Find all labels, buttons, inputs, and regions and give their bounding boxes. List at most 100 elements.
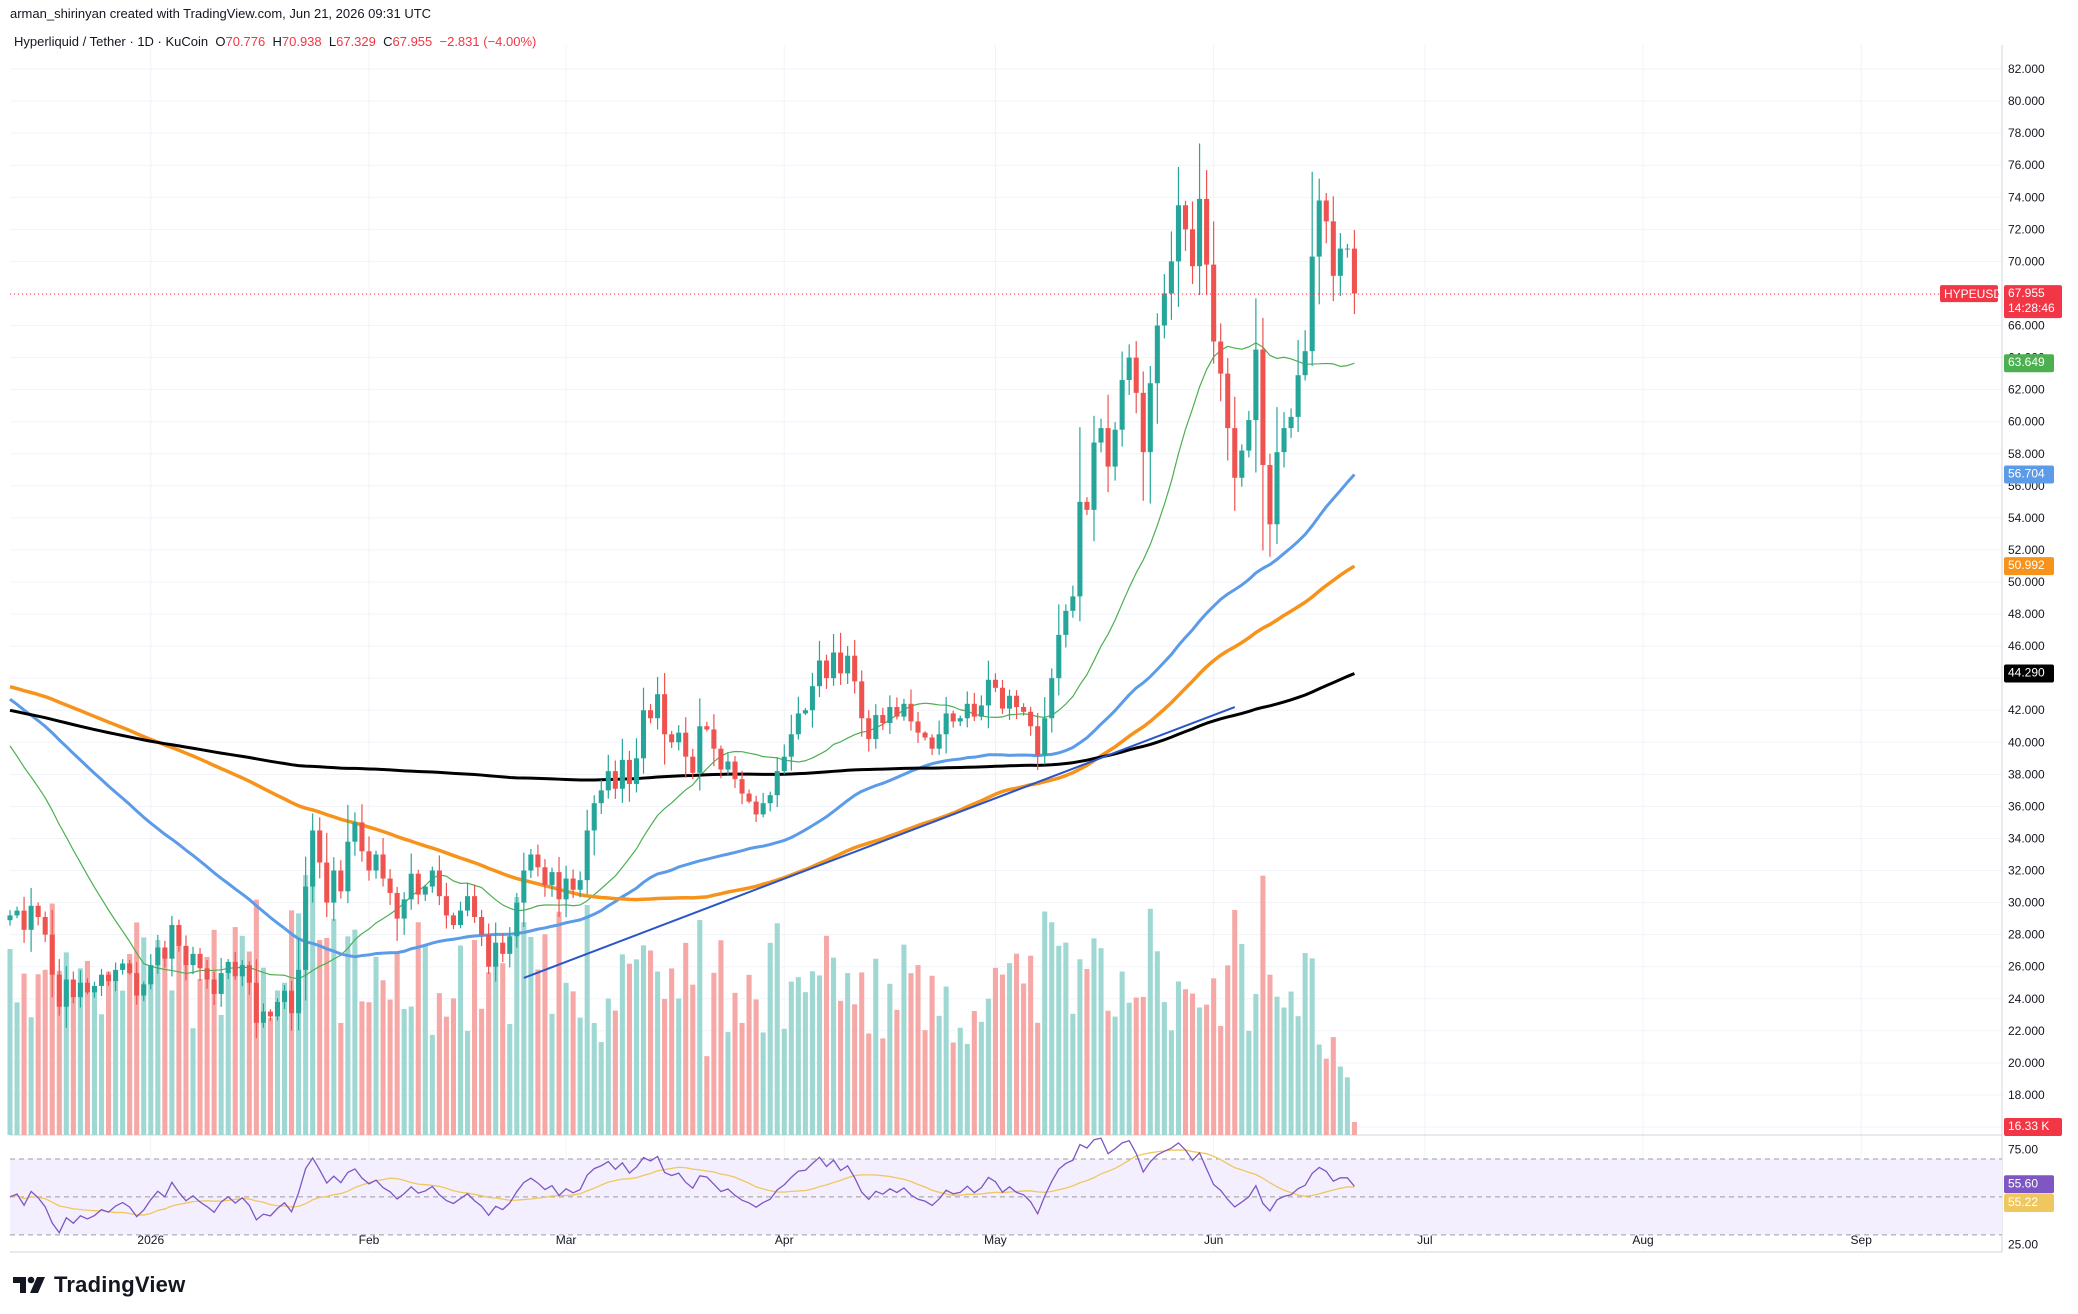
candle-body (964, 703, 970, 719)
volume-bar (690, 984, 696, 1135)
candle-body (1098, 428, 1104, 443)
time-tick-label: Feb (359, 1233, 380, 1247)
candle-body (894, 707, 900, 717)
candle-body (1274, 452, 1280, 525)
candle-body (21, 910, 27, 930)
volume-bar (1098, 948, 1104, 1135)
volume-bar (303, 875, 309, 1135)
candle-body (838, 652, 844, 674)
tradingview-logo-text: TradingView (54, 1272, 186, 1297)
candle-body (190, 953, 196, 966)
volume-bar (98, 1014, 105, 1135)
candle-body (373, 854, 379, 871)
candle-body (1091, 442, 1097, 510)
time-tick-label: Jul (1417, 1233, 1432, 1247)
candle-body (760, 803, 766, 815)
volume-bar (725, 1032, 731, 1135)
trendline[interactable] (523, 706, 1236, 979)
candle-body (1175, 205, 1181, 262)
volume-bars (7, 875, 1357, 1135)
volume-bar (823, 935, 830, 1135)
candle-body (84, 982, 90, 993)
candle-body (28, 905, 34, 930)
volume-bar (317, 940, 323, 1135)
candle-body (676, 732, 682, 743)
volume-bar (1084, 969, 1090, 1135)
candle-body (1006, 695, 1013, 709)
candle-body (711, 729, 717, 749)
candle-body (239, 965, 245, 977)
price-tick-label: 58.000 (2008, 447, 2045, 461)
time-tick-label: May (984, 1233, 1007, 1247)
candle-body (823, 660, 830, 679)
volume-bar (838, 1000, 844, 1135)
chart-credit: arman_shirinyan created with TradingView… (10, 6, 432, 21)
volume-bar (584, 905, 590, 1135)
volume-bar (28, 1017, 34, 1135)
volume-bar (1232, 909, 1238, 1135)
candle-body (91, 985, 98, 993)
candle-body (450, 915, 456, 926)
candle-body (1049, 678, 1055, 719)
candle-body (324, 862, 330, 903)
candle-body (922, 732, 928, 738)
volume-bar (366, 1002, 372, 1135)
candle-body (774, 771, 780, 796)
candle-body (113, 969, 119, 982)
volume-bar (106, 971, 112, 1135)
candle-body (1133, 357, 1139, 393)
volume-bar (971, 1011, 977, 1135)
candle-body (507, 936, 513, 954)
volume-bar (49, 903, 55, 1135)
candle-body (845, 655, 851, 674)
symbol-title[interactable]: Hyperliquid / Tether · 1D · KuCoin (14, 34, 209, 49)
volume-bar (1035, 1022, 1041, 1135)
volume-bar (493, 963, 499, 1135)
candle-body (873, 715, 879, 740)
price-tick-label: 70.000 (2008, 254, 2045, 268)
volume-bar (486, 972, 492, 1135)
volume-bar (429, 1034, 435, 1135)
candle-body (795, 713, 801, 735)
volume-bar (7, 949, 13, 1135)
volume-bar (422, 944, 428, 1135)
candle-body (1337, 248, 1343, 276)
volume-bar (866, 1033, 872, 1135)
volume-bar (985, 998, 991, 1135)
tradingview-logo[interactable]: TradingView (12, 1272, 185, 1298)
volume-bar (795, 977, 801, 1135)
candle-body (155, 947, 161, 966)
low-value: 67.329 (336, 34, 376, 49)
candle-body (281, 990, 288, 1002)
volume-bar (514, 897, 520, 1135)
time-tick-label: Sep (1851, 1233, 1873, 1247)
candle-body (767, 795, 773, 804)
close-label: C (383, 34, 393, 49)
price-tick-label: 74.000 (2008, 190, 2045, 204)
volume-bar (472, 940, 478, 1135)
rsi-value-badge (2004, 1175, 2054, 1194)
volume-bar (331, 918, 337, 1135)
volume-bar (1260, 875, 1266, 1135)
volume-bar (1281, 1007, 1287, 1135)
volume-bar (324, 937, 330, 1135)
volume-bar (225, 970, 231, 1135)
volume-bar (683, 942, 689, 1135)
low-label: L (328, 34, 337, 49)
candle-body (556, 872, 562, 900)
volume-bar (1225, 965, 1231, 1135)
candle-body (415, 873, 421, 895)
current-price-badge-text: 14:28:46 (2008, 301, 2055, 315)
candle-body (992, 679, 998, 688)
volume-bar (774, 923, 780, 1135)
open-label: O (215, 34, 226, 49)
current-price-badge (2004, 285, 2062, 319)
axes: 16.00018.00020.00022.00024.00026.00028.0… (137, 62, 2045, 1251)
candle-body (781, 756, 787, 772)
candle-body (106, 974, 112, 982)
volume-bar (1070, 1013, 1076, 1135)
candle-body (1309, 256, 1315, 352)
volume-bar (1147, 908, 1153, 1135)
candle-body (218, 973, 224, 994)
